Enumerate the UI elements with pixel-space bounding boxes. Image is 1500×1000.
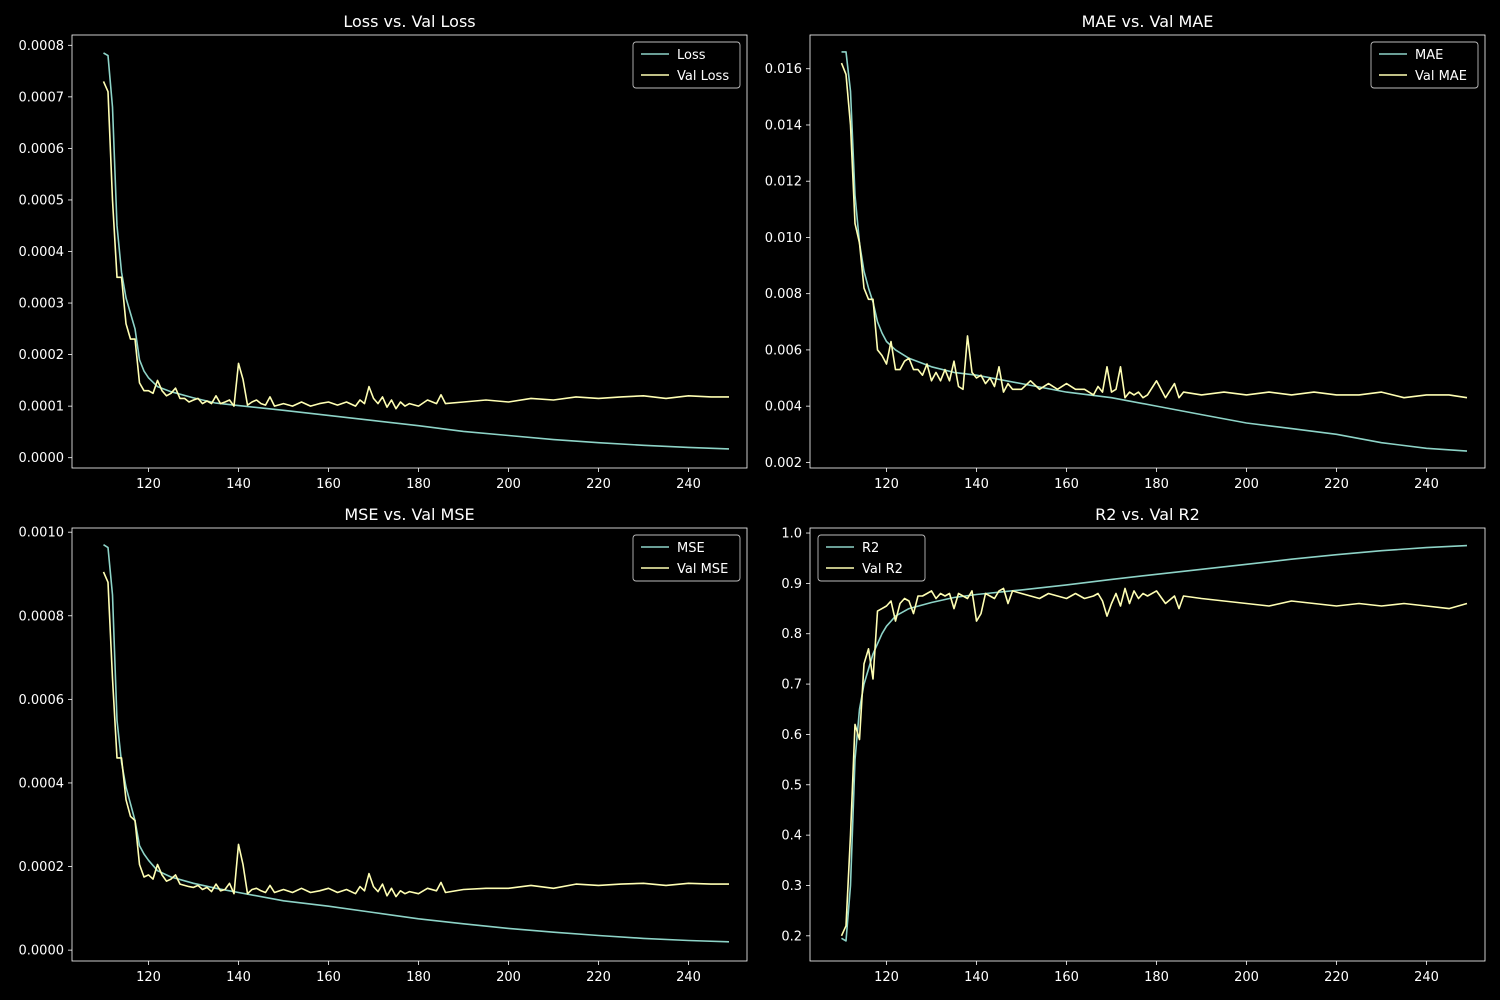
x-tick-label: 160 <box>1054 477 1079 492</box>
chart-title: Loss vs. Val Loss <box>343 12 475 31</box>
series-line-val-mse <box>102 571 729 898</box>
y-tick-label: 0.6 <box>781 728 802 743</box>
x-tick-label: 200 <box>496 970 521 985</box>
y-tick-label: 0.0002 <box>19 860 65 875</box>
chart-panel-4: 120 140 160 180 200 220 240 0.2 0.3 0.4 0.5 0.6 0.7 0… <box>781 505 1486 985</box>
legend-label: Val MSE <box>677 562 728 577</box>
y-tick-label: 0.008 <box>765 287 802 302</box>
y-tick-label: 0.012 <box>765 175 802 190</box>
axes-frame <box>809 527 1486 962</box>
y-tick-label: 0.3 <box>781 879 802 894</box>
series-line-val-mae <box>840 62 1468 399</box>
series-group <box>102 52 730 450</box>
x-tick-label: 240 <box>676 477 701 492</box>
x-tick-label: 140 <box>964 970 989 985</box>
legend-label: MSE <box>677 541 705 556</box>
x-tick-label: 200 <box>1234 477 1259 492</box>
y-tick-label: 0.010 <box>765 231 802 246</box>
x-tick-label: 180 <box>1144 970 1169 985</box>
legend: Loss Val Loss <box>632 41 741 89</box>
x-tick-label: 140 <box>964 477 989 492</box>
y-tick-label: 0.0000 <box>19 944 65 959</box>
y-tick-label: 0.0002 <box>19 348 65 363</box>
y-tick-label: 0.0004 <box>19 776 65 791</box>
x-tick-label: 160 <box>316 970 341 985</box>
series-group <box>840 51 1468 452</box>
chart-panel-3: 120 140 160 180 200 220 240 0.0000 0.0002 0.0004 0… <box>19 505 748 985</box>
chart-title: R2 vs. Val R2 <box>1095 505 1200 524</box>
x-tick-label: 220 <box>586 477 611 492</box>
y-tick-label: 0.0005 <box>19 193 65 208</box>
y-tick-label: 0.9 <box>781 577 802 592</box>
x-tick-label: 120 <box>874 970 899 985</box>
x-tick-label: 240 <box>1414 970 1439 985</box>
x-tick-label: 120 <box>136 477 161 492</box>
legend-label: Val MAE <box>1415 69 1467 84</box>
y-tick-label: 0.002 <box>765 456 802 471</box>
y-tick-label: 0.0000 <box>19 451 65 466</box>
series-group <box>840 544 1468 942</box>
y-tick-label: 0.0004 <box>19 245 65 260</box>
x-tick-label: 140 <box>226 477 251 492</box>
x-tick-label: 220 <box>1324 477 1349 492</box>
y-tick-label: 0.006 <box>765 343 802 358</box>
y-tick-label: 1.0 <box>781 527 802 542</box>
axes-frame <box>71 527 748 962</box>
series-line-val-r2 <box>840 587 1468 937</box>
y-tick-label: 0.016 <box>765 62 802 77</box>
y-tick-label: 0.0008 <box>19 609 65 624</box>
x-tick-label: 180 <box>406 477 431 492</box>
x-tick-label: 140 <box>226 970 251 985</box>
legend: R2 Val R2 <box>817 534 926 582</box>
y-tick-label: 0.0003 <box>19 297 65 312</box>
y-tick-label: 0.0010 <box>19 526 65 541</box>
x-tick-label: 120 <box>136 970 161 985</box>
series-line-loss <box>103 52 730 450</box>
legend-label: Val Loss <box>677 69 729 84</box>
chart-panel-2: 120 140 160 180 200 220 240 0.002 0.004 0.006 0.00… <box>765 12 1486 492</box>
chart-title: MAE vs. Val MAE <box>1082 12 1214 31</box>
x-tick-label: 180 <box>1144 477 1169 492</box>
axes-frame <box>809 34 1486 469</box>
series-line-val-loss <box>102 81 729 410</box>
legend: MSE Val MSE <box>632 534 741 582</box>
legend: MAE Val MAE <box>1370 41 1479 89</box>
x-tick-label: 240 <box>1414 477 1439 492</box>
y-tick-label: 0.014 <box>765 118 802 133</box>
chart-panel-1: 120 140 160 180 200 220 240 0.0000 0.0001 0.0002 0… <box>19 12 748 492</box>
y-tick-label: 0.7 <box>781 678 802 693</box>
x-tick-label: 180 <box>406 970 431 985</box>
series-group <box>102 544 730 943</box>
legend-label: MAE <box>1415 48 1443 63</box>
y-tick-label: 0.0006 <box>19 693 65 708</box>
y-tick-label: 0.004 <box>765 400 802 415</box>
y-tick-label: 0.0001 <box>19 400 65 415</box>
legend-label: R2 <box>862 541 879 556</box>
y-tick-label: 0.0008 <box>19 39 65 54</box>
x-tick-label: 160 <box>1054 970 1079 985</box>
y-tick-label: 0.4 <box>781 829 802 844</box>
x-tick-label: 240 <box>676 970 701 985</box>
y-tick-label: 0.2 <box>781 929 802 944</box>
legend-label: Loss <box>677 48 706 63</box>
y-tick-label: 0.5 <box>781 778 802 793</box>
legend-label: Val R2 <box>862 562 903 577</box>
x-tick-label: 220 <box>1324 970 1349 985</box>
x-tick-label: 200 <box>496 477 521 492</box>
x-tick-label: 160 <box>316 477 341 492</box>
x-tick-label: 120 <box>874 477 899 492</box>
x-tick-label: 200 <box>1234 970 1259 985</box>
y-tick-label: 0.0007 <box>19 90 65 105</box>
x-tick-label: 220 <box>586 970 611 985</box>
y-tick-label: 0.8 <box>781 627 802 642</box>
chart-title: MSE vs. Val MSE <box>344 505 474 524</box>
y-tick-label: 0.0006 <box>19 142 65 157</box>
